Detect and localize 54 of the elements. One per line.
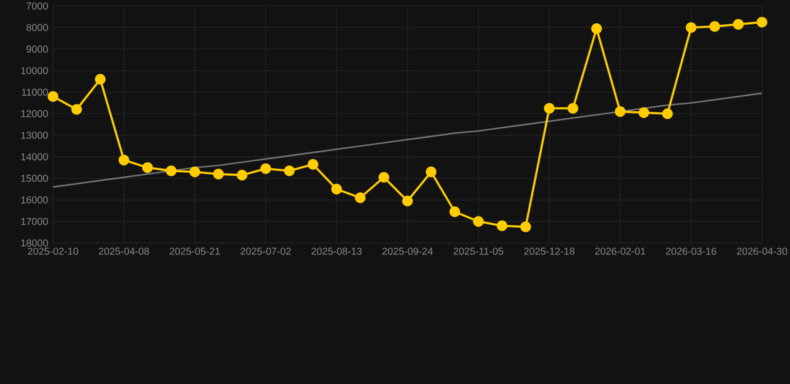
- x-tick-label: 2026-03-16: [666, 248, 716, 255]
- point: [638, 107, 650, 118]
- point: [166, 165, 177, 176]
- y-tick-label: 18000: [21, 239, 48, 247]
- point: [520, 221, 531, 232]
- x-tick-label: 2025-11-05: [454, 248, 504, 255]
- point: [94, 74, 106, 85]
- point: [308, 159, 318, 170]
- x-tick-label: 2026-04-30: [736, 248, 788, 255]
- point: [591, 23, 602, 34]
- x-tick-label: 2025-12-18: [524, 248, 574, 255]
- point: [354, 192, 366, 204]
- point: [614, 106, 626, 117]
- y-tick-label: 15000: [21, 174, 48, 182]
- point: [686, 22, 696, 33]
- x-tick-label: 2025-07-02: [240, 248, 291, 255]
- y-tick-label: 11000: [22, 88, 48, 96]
- point: [662, 108, 673, 120]
- x-tick-label: 2025-02-10: [28, 248, 78, 255]
- point: [709, 21, 720, 32]
- point: [473, 216, 484, 227]
- y-tick-label: 9000: [26, 46, 48, 53]
- y-tick-label: 7000: [26, 2, 48, 10]
- point: [378, 172, 390, 183]
- y-tick-label: 13000: [21, 132, 48, 139]
- point: [142, 162, 153, 173]
- point: [71, 104, 82, 115]
- x-tick-label: 2025-09-24: [382, 248, 433, 255]
- y-tick-label: 10000: [21, 67, 48, 74]
- point: [568, 102, 578, 114]
- y-tick-label: 12000: [21, 110, 48, 118]
- point: [260, 163, 272, 174]
- x-tick-label: 2025-04-08: [98, 248, 150, 255]
- point: [48, 91, 58, 102]
- point: [118, 154, 130, 166]
- x-tick-label: 2025-05-21: [170, 248, 220, 255]
- point: [331, 184, 342, 194]
- point: [236, 170, 248, 180]
- point: [284, 165, 295, 176]
- point: [544, 102, 555, 114]
- point: [189, 166, 200, 178]
- y-tick-label: 17000: [21, 218, 48, 225]
- point: [449, 206, 460, 218]
- point: [733, 18, 744, 30]
- x-tick-label: 2025-08-13: [312, 248, 362, 255]
- x-tick-label: 2026-02-01: [595, 248, 646, 255]
- point: [402, 196, 413, 206]
- y-tick-label: 8000: [26, 24, 48, 32]
- point: [756, 16, 768, 28]
- y-tick-label: 14000: [21, 153, 48, 160]
- point: [496, 220, 508, 232]
- y-tick-label: 16000: [21, 196, 48, 204]
- point: [213, 168, 224, 180]
- point: [426, 166, 436, 178]
